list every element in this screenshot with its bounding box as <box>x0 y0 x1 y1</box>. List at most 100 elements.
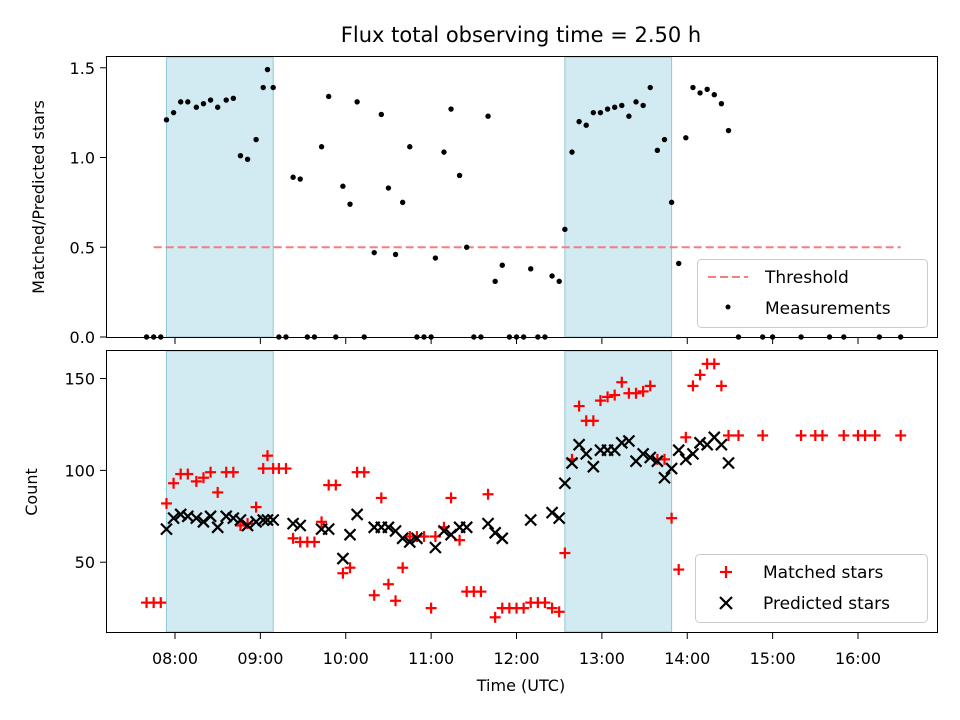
predicted-star-point <box>565 456 579 470</box>
predicted-star-point <box>558 476 572 490</box>
predicted-star-point <box>403 535 417 549</box>
measurement-point <box>668 199 675 206</box>
predicted-star-point <box>552 511 566 525</box>
matched-star-point <box>838 429 850 441</box>
measurement-point <box>528 266 534 272</box>
measurement-point <box>569 149 575 155</box>
predicted-star-point <box>488 526 502 540</box>
matched-star-point <box>757 429 769 441</box>
matched-star-point <box>637 385 649 397</box>
measurement-point <box>270 84 276 91</box>
matched-star-point <box>308 536 320 548</box>
measurement-point <box>718 100 725 107</box>
legend-predicted-swatch <box>719 596 733 610</box>
measurement-point <box>485 113 491 119</box>
predicted-star-point <box>350 508 364 521</box>
matched-star-point <box>694 369 706 381</box>
measurement-point <box>230 95 237 101</box>
matched-star-point <box>795 429 807 441</box>
matched-star-point <box>553 606 565 618</box>
measurement-point <box>253 136 259 143</box>
matched-star-point <box>182 468 194 480</box>
measurement-point <box>385 185 392 191</box>
measurement-point <box>597 109 604 116</box>
matched-star-point <box>658 453 670 465</box>
measurement-point <box>185 99 191 105</box>
predicted-star-point <box>658 471 671 485</box>
matched-star-point <box>539 597 551 609</box>
predicted-star-point <box>715 438 728 451</box>
matched-star-point <box>673 564 685 576</box>
predicted-star-point <box>643 451 657 464</box>
matched-star-point <box>546 602 558 614</box>
predicted-star-point <box>495 532 509 545</box>
measurement-point <box>549 273 555 279</box>
x-tick-label: 15:00 <box>750 649 796 668</box>
measurement-point <box>611 104 618 110</box>
predicted-star-point <box>636 447 650 461</box>
predicted-star-point <box>396 532 409 545</box>
x-tick-label: 10:00 <box>323 649 369 668</box>
matched-star-point <box>261 450 273 462</box>
matched-star-point <box>368 589 380 601</box>
shaded-interval-1 <box>165 56 274 338</box>
predicted-star-point <box>322 522 335 536</box>
matched-star-point <box>205 466 217 478</box>
predicted-star-point <box>343 528 357 541</box>
matched-star-point <box>559 547 571 559</box>
measurement-point <box>711 91 717 98</box>
predicted-star-point <box>249 515 263 529</box>
matched-star-point <box>287 532 299 544</box>
chart-title: Flux total observing time = 2.50 h <box>341 23 701 47</box>
predicted-star-point <box>286 517 300 530</box>
bottom-legend-box <box>695 554 928 623</box>
matched-star-point <box>425 602 437 614</box>
predicted-star-point <box>545 506 559 519</box>
measurement-point <box>223 97 229 103</box>
matched-stars-points <box>141 358 907 623</box>
measurement-point <box>214 104 221 110</box>
measurement-point <box>676 260 682 267</box>
matched-star-point <box>250 501 262 513</box>
matched-star-point <box>358 466 370 478</box>
predicted-star-point <box>679 453 693 466</box>
measurement-point <box>456 172 463 179</box>
matched-star-point <box>155 597 167 609</box>
predicted-star-point <box>241 519 254 532</box>
matched-star-point <box>518 602 530 614</box>
bottom-panel-frame <box>106 350 938 633</box>
x-axis-title: Time (UTC) <box>476 676 565 695</box>
y-tick-label: 0.5 <box>70 238 95 257</box>
predicted-star-point <box>587 460 600 473</box>
measurement-point <box>392 251 399 258</box>
matched-star-point <box>382 578 394 590</box>
measurement-point <box>492 278 498 285</box>
predicted-star-point <box>651 454 664 468</box>
predicted-star-point <box>167 511 180 525</box>
predicted-star-point <box>204 510 217 523</box>
bottom-panel-y-axis-title: Count <box>22 468 41 516</box>
matched-star-point <box>227 466 239 478</box>
matched-star-point <box>445 492 457 504</box>
measurement-point <box>697 90 703 96</box>
measurement-point <box>647 84 653 91</box>
matched-star-point <box>594 395 606 407</box>
matched-star-point <box>708 358 720 370</box>
matched-star-point <box>257 463 269 475</box>
predicted-star-point <box>693 436 707 450</box>
predicted-star-point <box>622 434 636 448</box>
measurement-point <box>163 117 170 123</box>
predicted-star-point <box>429 541 442 554</box>
matched-star-point <box>344 562 356 574</box>
top-panel-shaded-regions <box>165 56 673 338</box>
y-tick-label: 100 <box>64 461 95 480</box>
measurement-point <box>654 147 661 154</box>
measurement-point <box>200 100 207 107</box>
predicted-star-point <box>234 513 247 527</box>
matched-star-point <box>375 492 387 504</box>
matched-star-point <box>609 389 621 401</box>
measurement-point <box>441 149 447 155</box>
measurement-point <box>633 99 639 105</box>
x-tick-label: 11:00 <box>408 649 454 668</box>
